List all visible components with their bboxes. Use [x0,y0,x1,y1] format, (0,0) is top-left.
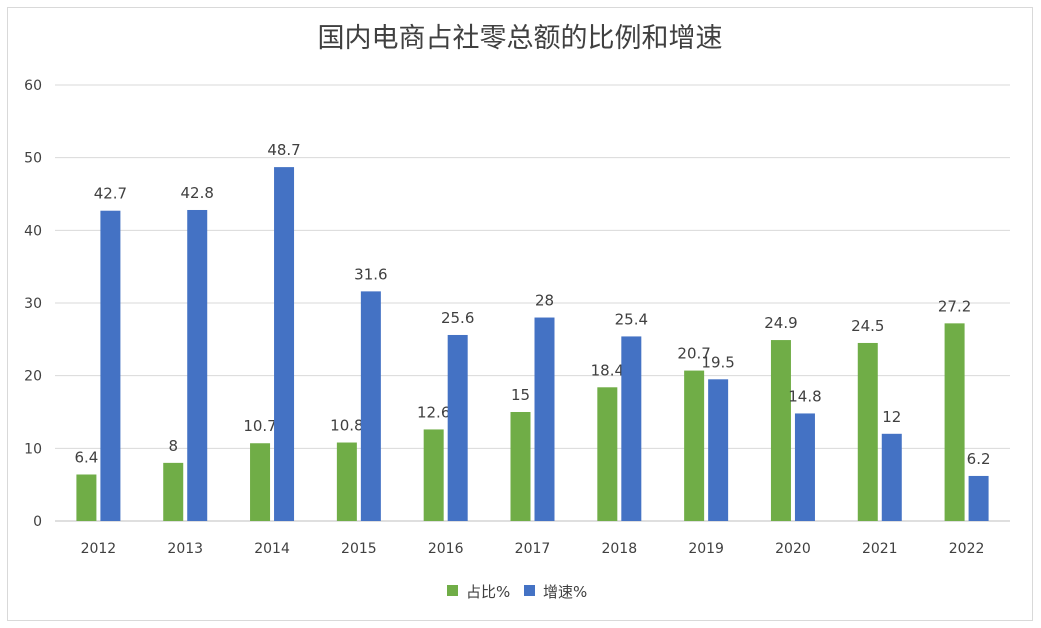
data-label: 27.2 [938,297,971,315]
y-tick-label: 20 [24,369,42,385]
y-tick-label: 60 [24,78,42,94]
data-label: 15 [511,386,530,404]
x-tick-label: 2014 [254,541,290,557]
bar-growth [274,167,295,521]
data-label: 10.7 [243,417,276,435]
data-label: 31.6 [354,265,387,283]
bar-share [684,370,705,521]
data-label: 6.2 [967,450,991,468]
x-tick-label: 2013 [167,541,203,557]
bar-share [423,429,444,521]
data-label: 28 [535,292,554,310]
bar-share [510,412,531,521]
bar-growth [794,413,815,521]
legend-label: 增速% [543,583,587,601]
bar-share [597,387,618,521]
bar-share [770,340,791,521]
data-label: 8 [168,437,178,455]
x-tick-label: 2020 [775,541,811,557]
data-label: 42.8 [181,184,214,202]
bar-growth [881,433,902,521]
data-label: 12.6 [417,403,450,421]
x-tick-label: 2015 [341,541,377,557]
x-tick-label: 2019 [688,541,724,557]
bar-share [857,342,878,521]
chart-title: 国内电商占社零总额的比例和增速 [318,23,723,54]
bar-growth [100,210,121,522]
bar-growth [708,379,729,521]
chart-frame [7,7,1033,621]
bar-growth [360,291,381,521]
y-tick-label: 0 [33,514,42,530]
data-label: 48.7 [267,141,300,159]
data-label: 24.9 [764,314,797,332]
bar-share [944,323,965,521]
data-label: 14.8 [788,387,821,405]
y-tick-label: 10 [24,441,42,457]
bar-share [250,443,271,521]
y-tick-label: 50 [24,151,42,167]
x-tick-label: 2018 [601,541,637,557]
bar-share [336,442,357,521]
legend-label: 占比% [466,583,510,601]
data-label: 6.4 [74,448,98,466]
y-tick-label: 30 [24,296,42,312]
data-label: 25.4 [615,310,648,328]
x-tick-label: 2016 [428,541,464,557]
bar-share [76,474,97,521]
x-tick-label: 2021 [862,541,898,557]
x-tick-label: 2012 [81,541,117,557]
bar-growth [447,334,468,521]
data-label: 24.5 [851,317,884,335]
bar-growth [968,475,989,521]
legend-swatch [447,585,458,596]
data-label: 25.6 [441,309,474,327]
data-label: 19.5 [701,353,734,371]
y-tick-label: 40 [24,223,42,239]
bar-growth [621,336,642,521]
x-tick-label: 2022 [949,541,985,557]
data-label: 20.7 [677,345,710,363]
legend-swatch [524,585,535,596]
x-tick-label: 2017 [515,541,551,557]
data-label: 10.8 [330,417,363,435]
bar-growth [534,317,555,521]
bar-growth [187,209,208,521]
bar-share [163,462,184,521]
data-label: 18.4 [591,361,624,379]
data-label: 12 [882,408,901,426]
data-label: 42.7 [94,185,127,203]
